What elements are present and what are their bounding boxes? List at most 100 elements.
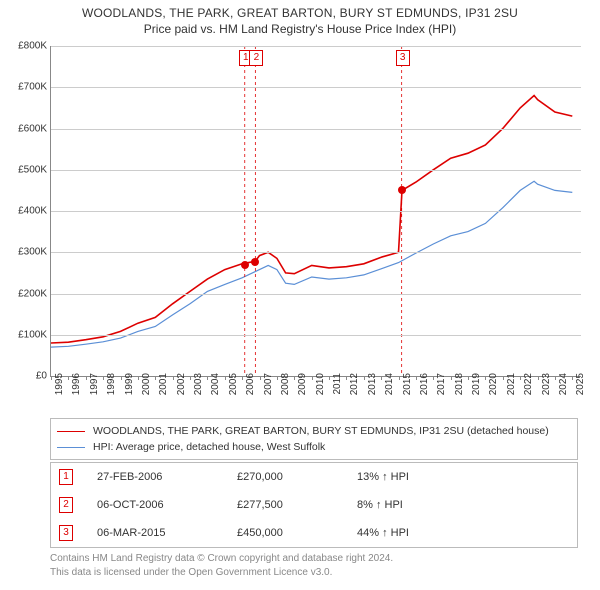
ytick-label: £0 — [3, 371, 47, 382]
xtick-mark — [207, 376, 208, 380]
xtick-mark — [51, 376, 52, 380]
gridline-h — [51, 335, 581, 336]
sales-row: 206-OCT-2006£277,5008% ↑ HPI — [51, 491, 577, 519]
sales-row-diff: 13% ↑ HPI — [357, 471, 497, 483]
xtick-mark — [381, 376, 382, 380]
xtick-label: 1997 — [89, 373, 100, 395]
xtick-label: 2015 — [402, 373, 413, 395]
gridline-h — [51, 252, 581, 253]
xtick-label: 2016 — [419, 373, 430, 395]
sale-marker-box: 2 — [249, 50, 263, 66]
gridline-h — [51, 87, 581, 88]
xtick-label: 1996 — [71, 373, 82, 395]
xtick-mark — [416, 376, 417, 380]
xtick-mark — [329, 376, 330, 380]
legend-label: HPI: Average price, detached house, West… — [93, 441, 325, 453]
ytick-label: £100K — [3, 329, 47, 340]
xtick-label: 2008 — [280, 373, 291, 395]
sales-row-diff: 44% ↑ HPI — [357, 527, 497, 539]
xtick-mark — [312, 376, 313, 380]
ytick-label: £400K — [3, 206, 47, 217]
footer-line2: This data is licensed under the Open Gov… — [50, 566, 393, 580]
xtick-label: 2019 — [471, 373, 482, 395]
xtick-mark — [433, 376, 434, 380]
xtick-label: 2000 — [141, 373, 152, 395]
xtick-label: 2012 — [349, 373, 360, 395]
xtick-label: 2005 — [228, 373, 239, 395]
legend-row: WOODLANDS, THE PARK, GREAT BARTON, BURY … — [57, 423, 571, 439]
xtick-label: 2018 — [454, 373, 465, 395]
sale-dot — [251, 258, 259, 266]
gridline-h — [51, 170, 581, 171]
sales-row-price: £270,000 — [237, 471, 357, 483]
legend-swatch — [57, 447, 85, 448]
xtick-label: 2022 — [523, 373, 534, 395]
ytick-label: £300K — [3, 247, 47, 258]
gridline-h — [51, 129, 581, 130]
xtick-label: 2020 — [488, 373, 499, 395]
title-line2: Price paid vs. HM Land Registry's House … — [0, 22, 600, 36]
xtick-mark — [103, 376, 104, 380]
ytick-label: £800K — [3, 41, 47, 52]
footer-line1: Contains HM Land Registry data © Crown c… — [50, 552, 393, 566]
xtick-mark — [190, 376, 191, 380]
xtick-label: 2007 — [263, 373, 274, 395]
sales-row-marker: 2 — [59, 497, 73, 513]
legend-swatch — [57, 431, 85, 432]
xtick-label: 2023 — [541, 373, 552, 395]
xtick-mark — [121, 376, 122, 380]
title-line1: WOODLANDS, THE PARK, GREAT BARTON, BURY … — [0, 6, 600, 20]
sales-row-diff: 8% ↑ HPI — [357, 499, 497, 511]
sales-row: 127-FEB-2006£270,00013% ↑ HPI — [51, 463, 577, 491]
xtick-mark — [86, 376, 87, 380]
ytick-label: £700K — [3, 82, 47, 93]
xtick-mark — [520, 376, 521, 380]
sales-row: 306-MAR-2015£450,00044% ↑ HPI — [51, 519, 577, 547]
xtick-mark — [468, 376, 469, 380]
xtick-mark — [572, 376, 573, 380]
xtick-mark — [68, 376, 69, 380]
xtick-mark — [364, 376, 365, 380]
sales-row-price: £450,000 — [237, 527, 357, 539]
ytick-label: £200K — [3, 288, 47, 299]
xtick-mark — [277, 376, 278, 380]
xtick-mark — [173, 376, 174, 380]
xtick-mark — [225, 376, 226, 380]
xtick-mark — [485, 376, 486, 380]
gridline-h — [51, 294, 581, 295]
xtick-mark — [399, 376, 400, 380]
gridline-h — [51, 211, 581, 212]
xtick-mark — [260, 376, 261, 380]
xtick-mark — [294, 376, 295, 380]
xtick-mark — [242, 376, 243, 380]
xtick-label: 2013 — [367, 373, 378, 395]
xtick-label: 2010 — [315, 373, 326, 395]
xtick-label: 2011 — [332, 373, 343, 395]
legend: WOODLANDS, THE PARK, GREAT BARTON, BURY … — [50, 418, 578, 460]
xtick-mark — [138, 376, 139, 380]
xtick-label: 2025 — [575, 373, 586, 395]
ytick-label: £600K — [3, 123, 47, 134]
sales-table: 127-FEB-2006£270,00013% ↑ HPI 2 06-OCT-200… — [50, 462, 578, 548]
xtick-label: 2009 — [297, 373, 308, 395]
chart-plot-area: £0£100K£200K£300K£400K£500K£600K£700K£80… — [50, 46, 581, 377]
xtick-mark — [346, 376, 347, 380]
xtick-label: 1999 — [124, 373, 135, 395]
xtick-label: 2001 — [158, 373, 169, 395]
xtick-label: 2002 — [176, 373, 187, 395]
sales-row-date: 06-MAR-2015 — [97, 527, 237, 539]
title-block: WOODLANDS, THE PARK, GREAT BARTON, BURY … — [0, 0, 600, 36]
xtick-mark — [555, 376, 556, 380]
xtick-label: 2017 — [436, 373, 447, 395]
sales-row-date: 27-FEB-2006 — [97, 471, 237, 483]
sales-row-date: 06-OCT-2006 — [97, 499, 237, 511]
series-property — [51, 96, 572, 344]
sale-dot — [241, 261, 249, 269]
xtick-label: 2003 — [193, 373, 204, 395]
xtick-label: 2006 — [245, 373, 256, 395]
xtick-mark — [155, 376, 156, 380]
footer: Contains HM Land Registry data © Crown c… — [50, 552, 393, 579]
xtick-mark — [451, 376, 452, 380]
xtick-mark — [503, 376, 504, 380]
xtick-label: 2004 — [210, 373, 221, 395]
